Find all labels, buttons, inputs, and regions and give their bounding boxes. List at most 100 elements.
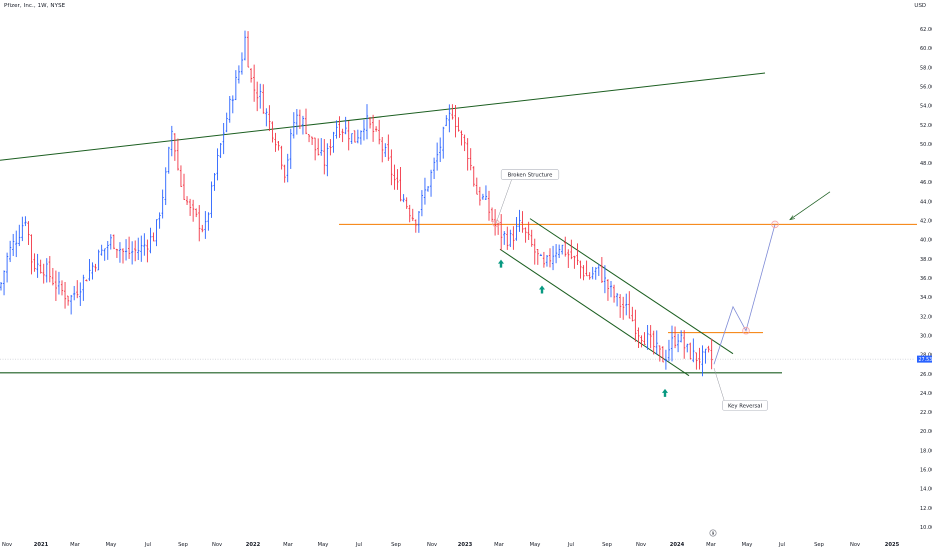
trendline[interactable] bbox=[530, 219, 733, 354]
candle[interactable] bbox=[689, 343, 691, 360]
candle[interactable] bbox=[253, 65, 255, 102]
candle[interactable] bbox=[91, 262, 93, 279]
candle[interactable] bbox=[213, 173, 215, 191]
candle[interactable] bbox=[518, 210, 520, 232]
candle[interactable] bbox=[198, 205, 200, 241]
candle[interactable] bbox=[229, 96, 231, 123]
candle[interactable] bbox=[61, 280, 63, 295]
candle[interactable] bbox=[695, 353, 697, 370]
candle[interactable] bbox=[67, 296, 69, 306]
candle[interactable] bbox=[82, 275, 84, 301]
candle[interactable] bbox=[634, 310, 636, 342]
candle[interactable] bbox=[708, 346, 710, 353]
candle[interactable] bbox=[55, 271, 57, 301]
candle[interactable] bbox=[204, 211, 206, 239]
candle[interactable] bbox=[640, 335, 642, 347]
candle[interactable] bbox=[287, 154, 289, 182]
candle[interactable] bbox=[241, 52, 243, 74]
candle[interactable] bbox=[631, 307, 633, 322]
candle[interactable] bbox=[40, 260, 42, 274]
candle[interactable] bbox=[628, 291, 630, 318]
candle[interactable] bbox=[485, 185, 487, 200]
candle[interactable] bbox=[451, 104, 453, 119]
candle[interactable] bbox=[137, 238, 139, 260]
candle[interactable] bbox=[326, 143, 328, 176]
candle[interactable] bbox=[470, 148, 472, 170]
candle[interactable] bbox=[576, 243, 578, 265]
candle[interactable] bbox=[613, 285, 615, 303]
candle[interactable] bbox=[610, 281, 612, 297]
candle[interactable] bbox=[235, 70, 237, 100]
candle[interactable] bbox=[680, 330, 682, 342]
candle[interactable] bbox=[372, 115, 374, 142]
candle[interactable] bbox=[354, 131, 356, 143]
candle[interactable] bbox=[149, 228, 151, 254]
candle[interactable] bbox=[332, 132, 334, 153]
candle[interactable] bbox=[421, 190, 423, 216]
highlight-circle[interactable] bbox=[493, 220, 500, 227]
candle[interactable] bbox=[43, 264, 45, 284]
candle[interactable] bbox=[671, 326, 673, 362]
candle[interactable] bbox=[366, 104, 368, 139]
candle[interactable] bbox=[351, 133, 353, 144]
candle[interactable] bbox=[159, 212, 161, 228]
candle[interactable] bbox=[329, 139, 331, 155]
candle[interactable] bbox=[476, 178, 478, 195]
highlight-circle[interactable] bbox=[772, 221, 779, 228]
candle[interactable] bbox=[698, 348, 700, 370]
candle[interactable] bbox=[381, 137, 383, 162]
candle[interactable] bbox=[174, 133, 176, 161]
candle[interactable] bbox=[430, 170, 432, 197]
candle[interactable] bbox=[711, 339, 713, 369]
candle[interactable] bbox=[704, 349, 706, 364]
candle[interactable] bbox=[116, 249, 118, 258]
candle[interactable] bbox=[387, 134, 389, 160]
candle[interactable] bbox=[189, 199, 191, 216]
candle[interactable] bbox=[637, 327, 639, 348]
candle[interactable] bbox=[85, 279, 87, 281]
candle[interactable] bbox=[589, 272, 591, 279]
candle[interactable] bbox=[201, 225, 203, 232]
candle[interactable] bbox=[390, 149, 392, 185]
candle[interactable] bbox=[592, 267, 594, 279]
candle[interactable] bbox=[406, 197, 408, 209]
candle[interactable] bbox=[692, 338, 694, 362]
candle[interactable] bbox=[140, 236, 142, 262]
candle[interactable] bbox=[18, 225, 20, 246]
candle[interactable] bbox=[345, 117, 347, 134]
candle[interactable] bbox=[491, 208, 493, 222]
candle[interactable] bbox=[601, 257, 603, 283]
candle[interactable] bbox=[210, 182, 212, 218]
candle[interactable] bbox=[625, 294, 627, 316]
candle[interactable] bbox=[650, 325, 652, 348]
candle[interactable] bbox=[686, 344, 688, 353]
candle[interactable] bbox=[393, 165, 395, 190]
candle[interactable] bbox=[570, 240, 572, 259]
candle[interactable] bbox=[21, 217, 23, 241]
candle[interactable] bbox=[180, 165, 182, 186]
candle[interactable] bbox=[701, 345, 703, 376]
candle[interactable] bbox=[488, 191, 490, 221]
candle[interactable] bbox=[183, 174, 185, 200]
candle[interactable] bbox=[305, 109, 307, 135]
candle[interactable] bbox=[186, 196, 188, 205]
candle[interactable] bbox=[46, 258, 48, 282]
candle[interactable] bbox=[308, 134, 310, 142]
candle[interactable] bbox=[647, 325, 649, 350]
candle[interactable] bbox=[662, 346, 664, 362]
candle[interactable] bbox=[342, 129, 344, 142]
candle[interactable] bbox=[293, 112, 295, 138]
candle[interactable] bbox=[464, 135, 466, 151]
candle[interactable] bbox=[262, 84, 264, 113]
candle[interactable] bbox=[607, 279, 609, 301]
candle[interactable] bbox=[104, 249, 106, 261]
candle[interactable] bbox=[656, 330, 658, 354]
candle[interactable] bbox=[460, 130, 462, 145]
candle[interactable] bbox=[531, 230, 533, 247]
candle[interactable] bbox=[567, 249, 569, 268]
candle[interactable] bbox=[226, 113, 228, 133]
candle[interactable] bbox=[162, 190, 164, 219]
candle[interactable] bbox=[515, 217, 517, 241]
candle[interactable] bbox=[128, 237, 130, 259]
